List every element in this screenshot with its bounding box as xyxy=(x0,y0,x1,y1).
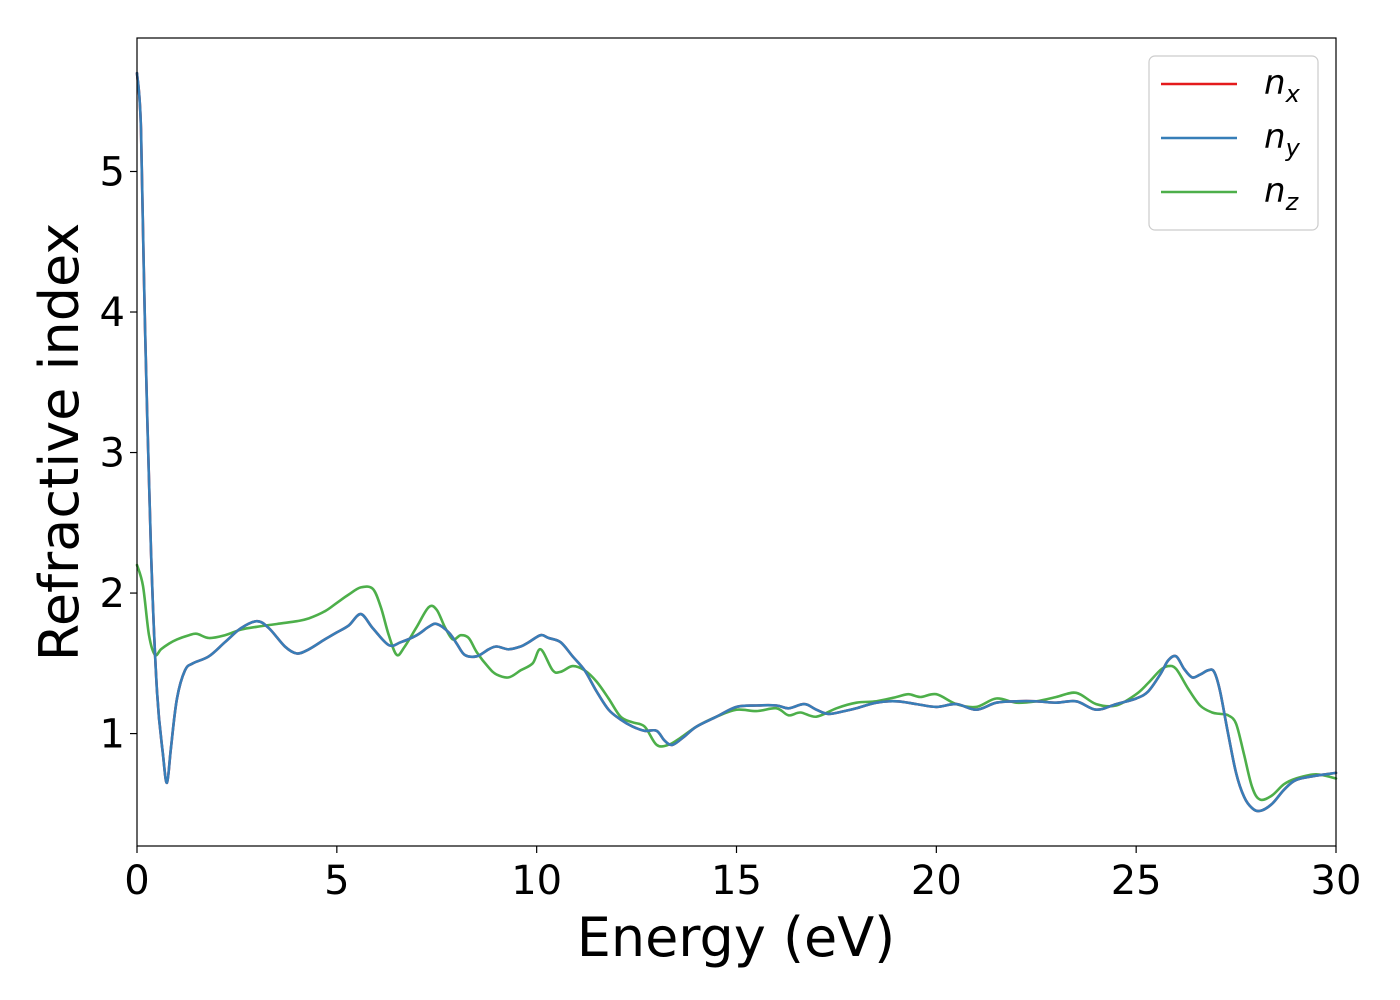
legend: nx ny nz xyxy=(1148,55,1319,231)
plot-background xyxy=(137,38,1336,846)
y-tick-label: 1 xyxy=(100,712,125,758)
x-ticks: 0 5 10 15 20 25 30 xyxy=(124,846,1361,904)
x-tick-label: 15 xyxy=(711,858,762,904)
y-tick-label: 3 xyxy=(100,431,125,477)
y-ticks: 1 2 3 4 5 xyxy=(100,149,137,758)
x-axis-title: Energy (eV) xyxy=(577,906,896,969)
x-tick-label: 5 xyxy=(324,858,349,904)
y-axis-title: Refractive index xyxy=(28,223,91,662)
x-tick-label: 10 xyxy=(511,858,562,904)
legend-box xyxy=(1148,55,1319,231)
y-tick-label: 5 xyxy=(100,149,125,195)
x-tick-label: 25 xyxy=(1111,858,1162,904)
y-tick-label: 4 xyxy=(100,290,125,336)
x-tick-label: 20 xyxy=(911,858,962,904)
legend-label-ny: ny xyxy=(1264,117,1301,162)
series-layer xyxy=(135,71,1338,813)
legend-label-nx: nx xyxy=(1264,63,1301,108)
x-tick-label: 30 xyxy=(1311,858,1362,904)
legend-label-nz: nz xyxy=(1264,171,1300,216)
series-line-ny xyxy=(135,71,1338,813)
plot-frame xyxy=(136,37,1337,847)
y-tick-label: 2 xyxy=(100,571,125,617)
x-tick-label: 0 xyxy=(124,858,149,904)
